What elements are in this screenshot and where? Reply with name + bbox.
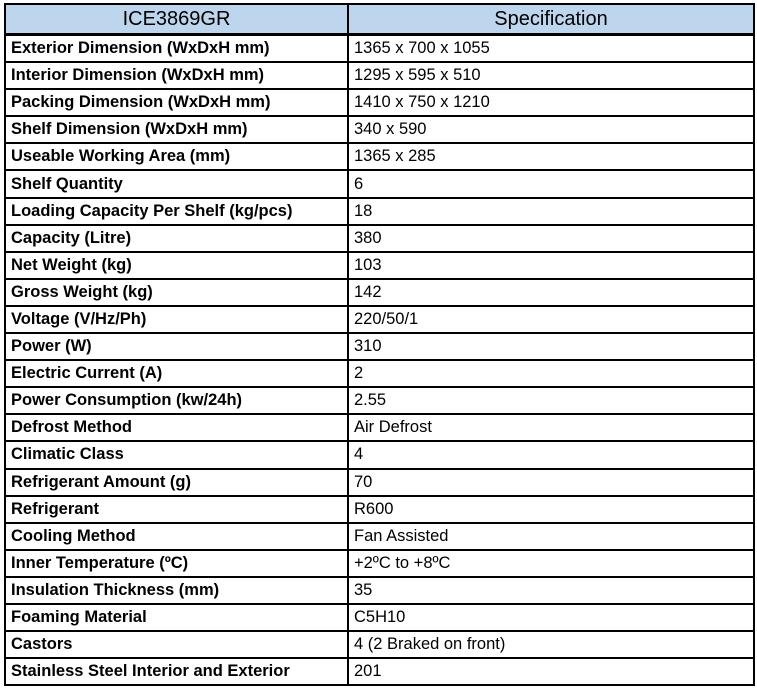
spec-value: Air Defrost [347, 413, 755, 443]
table-row: Stainless Steel Interior and Exterior 20… [4, 657, 755, 687]
table-row: Useable Working Area (mm) 1365 x 285 [4, 142, 755, 172]
spec-label: Exterior Dimension (WxDxH mm) [4, 33, 349, 64]
spec-value: Fan Assisted [347, 521, 755, 551]
spec-label: Foaming Material [4, 602, 349, 633]
spec-label: Inner Temperature (ºC) [4, 548, 349, 578]
table-row: Refrigerant R600 [4, 494, 755, 524]
spec-label: Voltage (V/Hz/Ph) [4, 304, 349, 335]
spec-label: Capacity (Litre) [4, 223, 349, 253]
table-row: Climatic Class 4 [4, 440, 755, 470]
spec-label: Power (W) [4, 332, 349, 362]
spec-value: +2ºC to +8ºC [347, 548, 755, 578]
spec-value: 18 [347, 196, 755, 226]
spec-label: Refrigerant Amount (g) [4, 467, 349, 497]
spec-label: Net Weight (kg) [4, 250, 349, 280]
spec-value: 70 [347, 467, 755, 497]
model-header: ICE3869GR [4, 3, 349, 36]
table-row: Insulation Thickness (mm) 35 [4, 575, 755, 605]
table-row: Refrigerant Amount (g) 70 [4, 467, 755, 497]
spec-value: 35 [347, 575, 755, 605]
specification-table: ICE3869GR Specification Exterior Dimensi… [4, 3, 755, 687]
spec-value: C5H10 [347, 602, 755, 633]
spec-value: 142 [347, 277, 755, 307]
spec-label: Useable Working Area (mm) [4, 142, 349, 172]
spec-value: 310 [347, 332, 755, 362]
table-row: Electric Current (A) 2 [4, 359, 755, 389]
table-row: Voltage (V/Hz/Ph) 220/50/1 [4, 304, 755, 335]
spec-value: 380 [347, 223, 755, 253]
table-row: Power (W) 310 [4, 332, 755, 362]
spec-value: 2.55 [347, 386, 755, 416]
spec-value: 4 (2 Braked on front) [347, 630, 755, 660]
spec-label: Castors [4, 630, 349, 660]
spec-value: 1295 x 595 x 510 [347, 61, 755, 91]
table-row: Foaming Material C5H10 [4, 602, 755, 633]
spec-label: Refrigerant [4, 494, 349, 524]
spec-value: R600 [347, 494, 755, 524]
spec-label: Power Consumption (kw/24h) [4, 386, 349, 416]
spec-value: 201 [347, 657, 755, 687]
spec-label: Stainless Steel Interior and Exterior [4, 657, 349, 687]
spec-value: 6 [347, 169, 755, 199]
table-row: Shelf Dimension (WxDxH mm) 340 x 590 [4, 115, 755, 145]
spec-label: Shelf Quantity [4, 169, 349, 199]
table-row: Power Consumption (kw/24h) 2.55 [4, 386, 755, 416]
table-row: Capacity (Litre) 380 [4, 223, 755, 253]
spec-label: Packing Dimension (WxDxH mm) [4, 88, 349, 118]
spec-value: 220/50/1 [347, 304, 755, 335]
spec-label: Insulation Thickness (mm) [4, 575, 349, 605]
spec-label: Loading Capacity Per Shelf (kg/pcs) [4, 196, 349, 226]
table-row: Shelf Quantity 6 [4, 169, 755, 199]
table-row: Castors 4 (2 Braked on front) [4, 630, 755, 660]
specification-header: Specification [347, 3, 755, 36]
spec-value: 1365 x 700 x 1055 [347, 33, 755, 64]
spec-label: Cooling Method [4, 521, 349, 551]
spec-label: Interior Dimension (WxDxH mm) [4, 61, 349, 91]
table-header-row: ICE3869GR Specification [4, 3, 755, 36]
spec-value: 340 x 590 [347, 115, 755, 145]
spec-value: 103 [347, 250, 755, 280]
table-row: Defrost Method Air Defrost [4, 413, 755, 443]
table-row: Exterior Dimension (WxDxH mm) 1365 x 700… [4, 33, 755, 64]
spec-value: 4 [347, 440, 755, 470]
spec-label: Defrost Method [4, 413, 349, 443]
table-row: Net Weight (kg) 103 [4, 250, 755, 280]
spec-label: Electric Current (A) [4, 359, 349, 389]
spec-label: Shelf Dimension (WxDxH mm) [4, 115, 349, 145]
table-row: Loading Capacity Per Shelf (kg/pcs) 18 [4, 196, 755, 226]
table-row: Cooling Method Fan Assisted [4, 521, 755, 551]
spec-value: 1410 x 750 x 1210 [347, 88, 755, 118]
spec-value: 2 [347, 359, 755, 389]
table-row: Gross Weight (kg) 142 [4, 277, 755, 307]
spec-label: Climatic Class [4, 440, 349, 470]
table-row: Packing Dimension (WxDxH mm) 1410 x 750 … [4, 88, 755, 118]
table-row: Inner Temperature (ºC) +2ºC to +8ºC [4, 548, 755, 578]
table-row: Interior Dimension (WxDxH mm) 1295 x 595… [4, 61, 755, 91]
spec-value: 1365 x 285 [347, 142, 755, 172]
spec-label: Gross Weight (kg) [4, 277, 349, 307]
